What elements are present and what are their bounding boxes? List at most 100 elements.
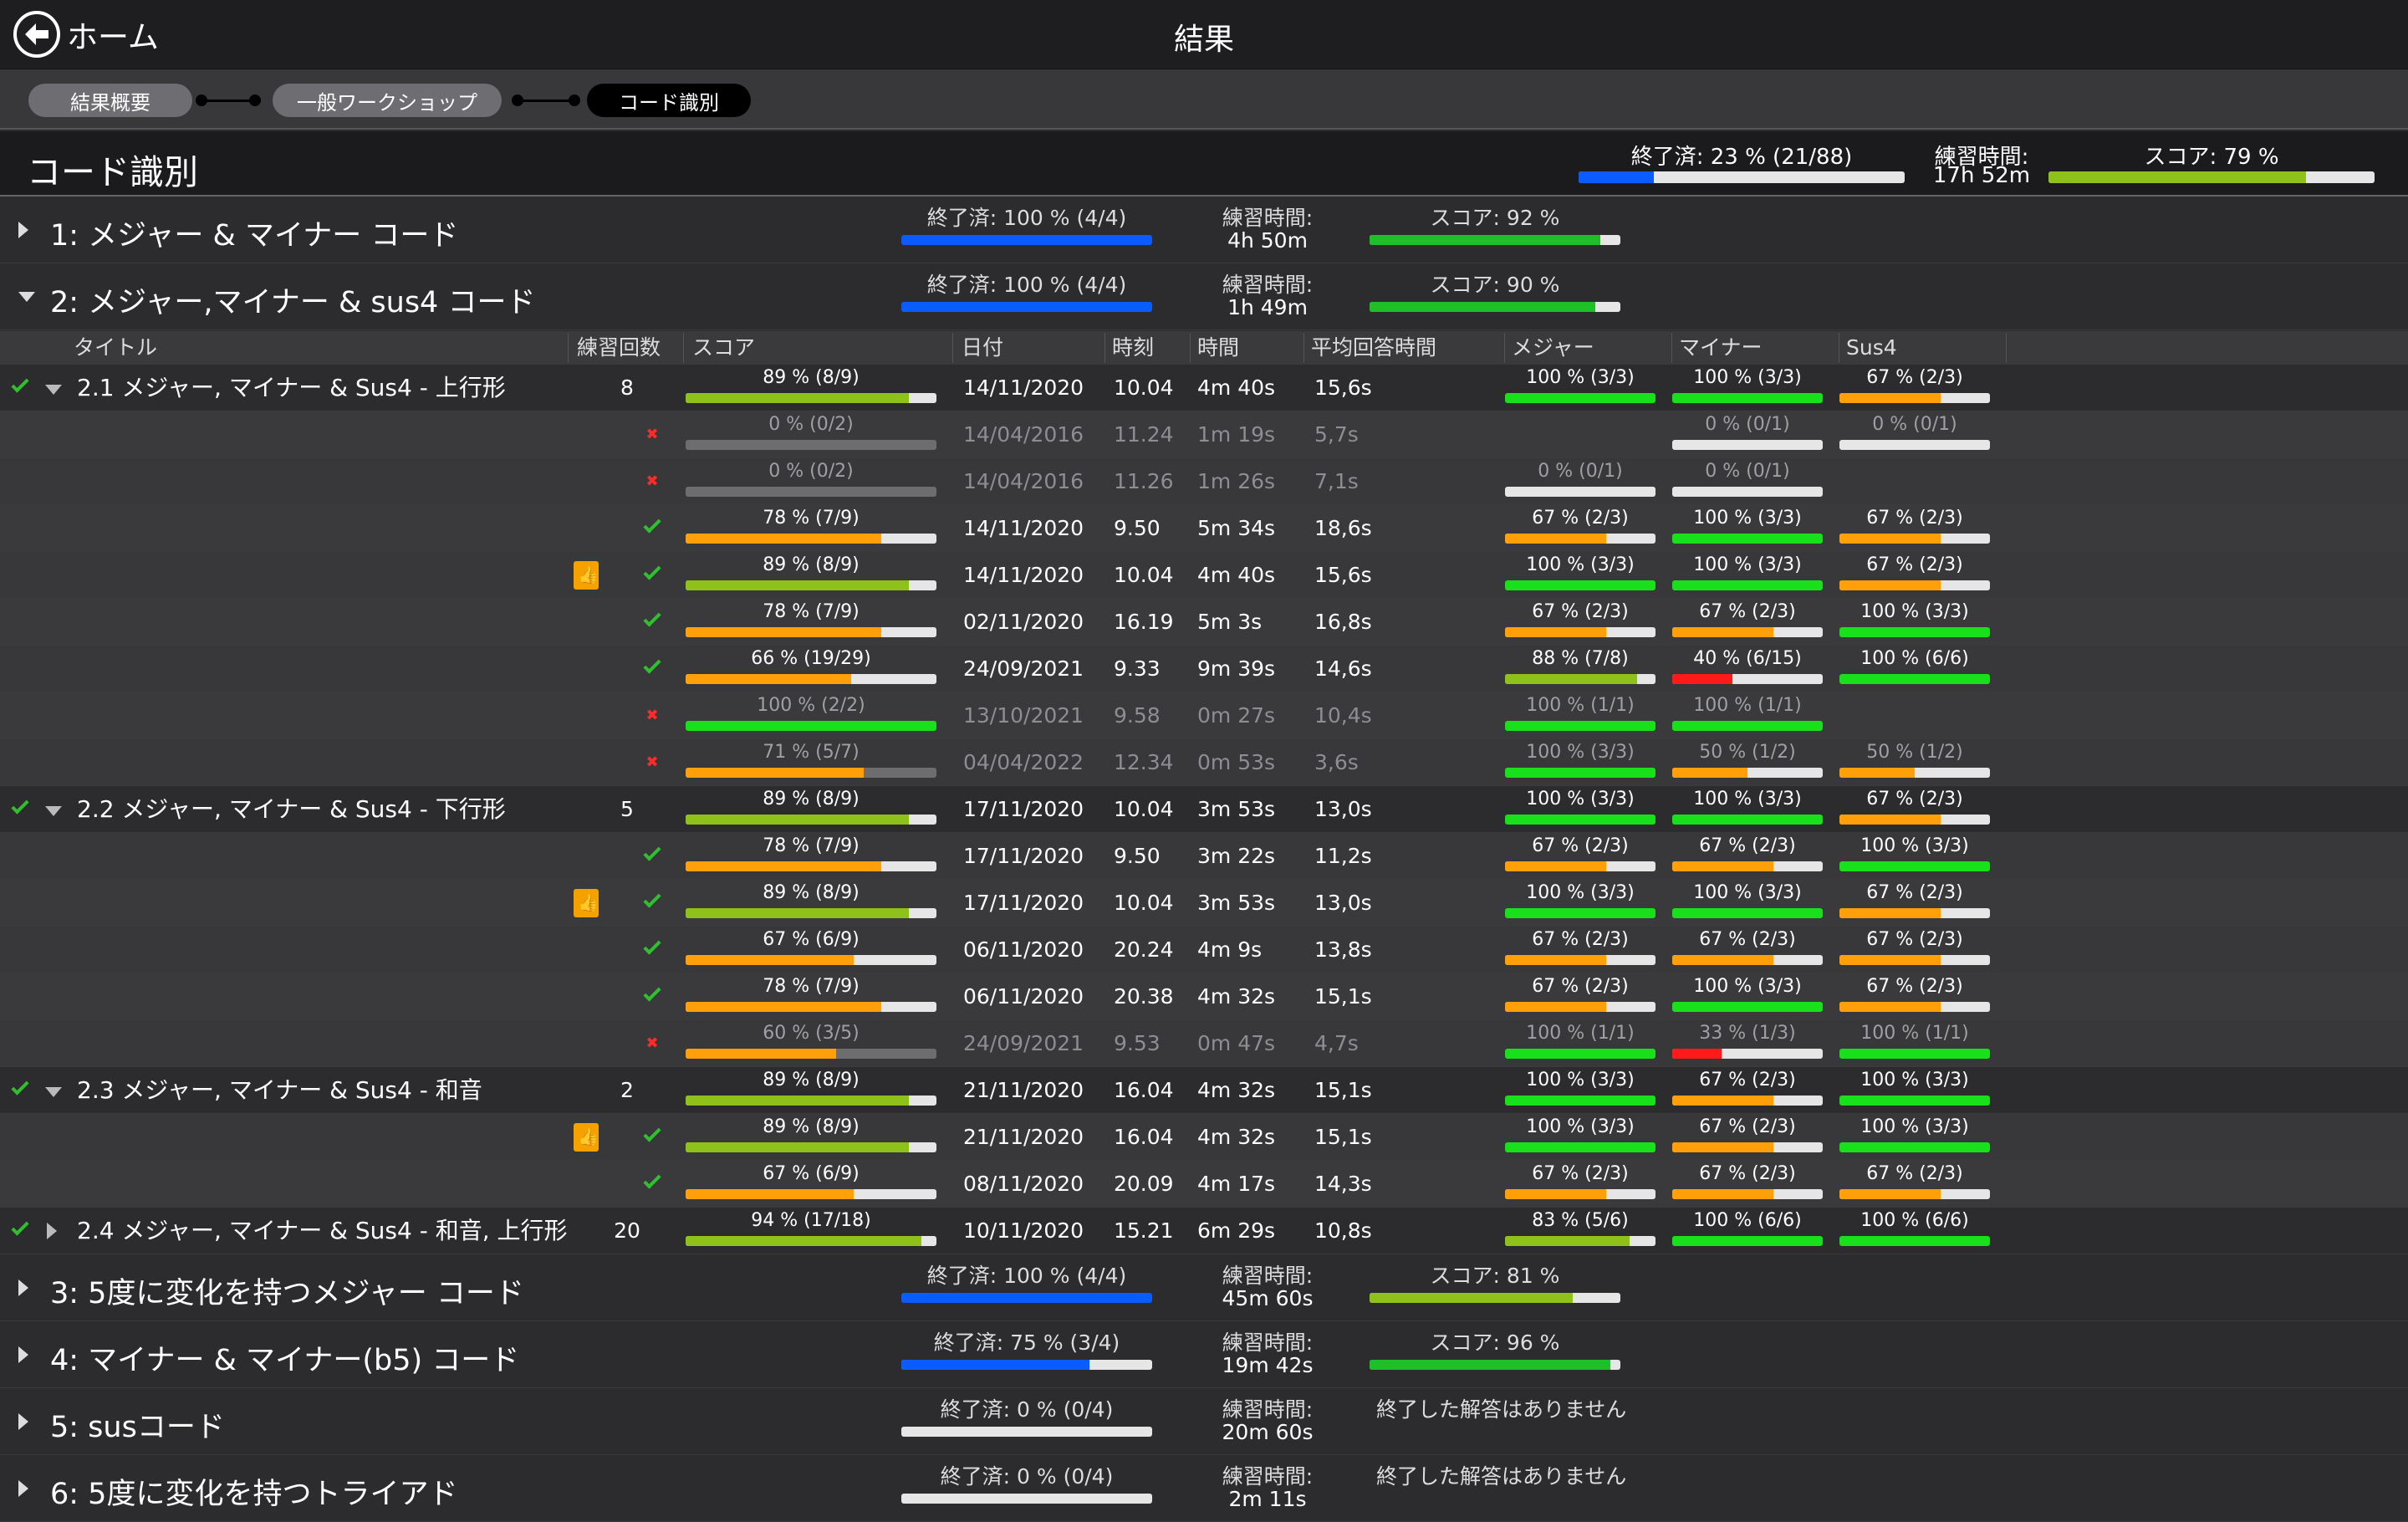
time-of-day: 10.04 <box>1114 563 1174 587</box>
attempt-row[interactable]: 👍 89 % (8/9) 21/11/2020 16.04 4m 32s 15,1s 100… <box>0 1114 2408 1161</box>
group-row[interactable]: 1: メジャー & マイナー コード 終了済: 100 % (4/4) 練習時間: 4… <box>0 197 2408 263</box>
col-time[interactable]: 時刻 <box>1105 333 1191 363</box>
duration: 1m 19s <box>1197 422 1276 447</box>
date: 13/10/2021 <box>963 703 1084 728</box>
section-title: コード識別 <box>27 152 198 192</box>
attempt-row[interactable]: ✖ 0 % (0/2) 14/04/2016 11.24 1m 19s 5,7s 0 % (… <box>0 411 2408 458</box>
chevron-down-icon[interactable] <box>45 806 62 816</box>
breadcrumb-results-overview[interactable]: 結果概要 <box>28 84 192 117</box>
chevron-right-icon[interactable] <box>18 1413 28 1430</box>
col-title[interactable]: タイトル <box>67 333 569 363</box>
group-practice-label: 練習時間: <box>1222 1264 1314 1288</box>
attempt-row[interactable]: ✖ 100 % (2/2) 13/10/2021 9.58 0m 27s 10,4s 100… <box>0 692 2408 739</box>
score-label: 66 % (19/29) <box>751 648 871 669</box>
col-date[interactable]: 日付 <box>955 333 1105 363</box>
major-label: 100 % (3/3) <box>1526 1116 1635 1137</box>
attempt-row[interactable]: ✖ 0 % (0/2) 14/04/2016 11.26 1m 26s 7,1s 0 % (… <box>0 458 2408 505</box>
exercise-row[interactable]: 2.3 メジャー, マイナー & Sus4 - 和音 2 89 % (8/9) 21/… <box>0 1067 2408 1114</box>
check-icon <box>643 515 661 534</box>
chevron-down-icon[interactable] <box>45 385 62 395</box>
avg-answer-time: 7,1s <box>1314 469 1359 493</box>
chevron-down-icon[interactable] <box>18 292 35 302</box>
group-completed-bar-fill <box>901 1360 1089 1370</box>
attempt-row[interactable]: 78 % (7/9) 06/11/2020 20.38 4m 32s 15,1s 67 %… <box>0 973 2408 1020</box>
duration: 3m 53s <box>1197 891 1276 915</box>
col-duration[interactable]: 時間 <box>1191 333 1304 363</box>
avg-answer-time: 10,8s <box>1314 1218 1372 1243</box>
score-bar <box>686 861 936 871</box>
date: 06/11/2020 <box>963 984 1084 1009</box>
avg-answer-time: 15,1s <box>1314 1125 1372 1149</box>
minor-bar <box>1672 768 1823 778</box>
duration: 4m 9s <box>1197 937 1263 962</box>
minor-bar-fill <box>1672 674 1732 684</box>
chevron-right-icon[interactable] <box>18 1480 28 1497</box>
duration: 6m 29s <box>1197 1218 1276 1243</box>
attempt-row[interactable]: 67 % (6/9) 06/11/2020 20.24 4m 9s 13,8s 67 % … <box>0 927 2408 973</box>
check-icon <box>11 375 29 393</box>
exercise-row[interactable]: 2.4 メジャー, マイナー & Sus4 - 和音, 上行形 20 94 % (1… <box>0 1208 2408 1254</box>
sus4-bar <box>1839 768 1990 778</box>
chevron-right-icon[interactable] <box>18 1346 28 1363</box>
breadcrumb-general-workshop[interactable]: 一般ワークショップ <box>273 84 502 117</box>
time-of-day: 9.53 <box>1114 1031 1161 1055</box>
group-name: 4: マイナー & マイナー(b5) コード <box>50 1344 520 1377</box>
score-bar <box>686 1002 936 1012</box>
sus4-label: 67 % (2/3) <box>1866 1163 1963 1184</box>
col-sus4[interactable]: Sus4 <box>1839 333 2007 363</box>
score-bar <box>686 955 936 965</box>
major-bar-fill <box>1505 1049 1656 1059</box>
minor-label: 67 % (2/3) <box>1699 1116 1796 1137</box>
chevron-right-icon[interactable] <box>18 222 28 238</box>
exercise-row[interactable]: 2.1 メジャー, マイナー & Sus4 - 上行形 8 89 % (8/9) 14… <box>0 365 2408 411</box>
group-row[interactable]: 6: 5度に変化を持つトライアド 終了済: 0 % (0/4) 練習時間: 2m 11… <box>0 1455 2408 1522</box>
exercise-title: 2.2 メジャー, マイナー & Sus4 - 下行形 <box>77 795 506 823</box>
section-score-bar <box>2048 171 2375 183</box>
time-of-day: 10.04 <box>1114 891 1174 915</box>
sus4-bar-fill <box>1839 1189 1941 1199</box>
sus4-bar-fill <box>1839 627 1990 637</box>
date: 14/11/2020 <box>963 563 1084 587</box>
col-count[interactable]: 練習回数 <box>570 333 684 363</box>
chevron-right-icon[interactable] <box>18 1279 28 1296</box>
back-home-button[interactable]: ホーム <box>13 11 159 58</box>
sus4-bar <box>1839 908 1990 918</box>
date: 14/11/2020 <box>963 516 1084 540</box>
score-label: 0 % (0/2) <box>768 461 854 482</box>
score-bar <box>686 440 936 450</box>
group-completed-label: 終了済: 100 % (4/4) <box>926 1264 1127 1288</box>
chevron-down-icon[interactable] <box>45 1087 62 1097</box>
date: 21/11/2020 <box>963 1125 1084 1149</box>
attempt-row[interactable]: 👍 89 % (8/9) 17/11/2020 10.04 3m 53s 13,0s 100… <box>0 880 2408 927</box>
score-label: 67 % (6/9) <box>763 1163 860 1184</box>
attempt-row[interactable]: 👍 89 % (8/9) 14/11/2020 10.04 4m 40s 15,6s 100… <box>0 552 2408 599</box>
group-row[interactable]: 5: susコード 終了済: 0 % (0/4) 練習時間: 20m 60s 終了した解… <box>0 1388 2408 1455</box>
group-row[interactable]: 4: マイナー & マイナー(b5) コード 終了済: 75 % (3/4) 練習時… <box>0 1321 2408 1388</box>
col-score[interactable]: スコア <box>686 333 953 363</box>
breadcrumb-chord-identification[interactable]: コード識別 <box>587 84 751 117</box>
attempt-row[interactable]: ✖ 60 % (3/5) 24/09/2021 9.53 0m 47s 4,7s 100 %… <box>0 1020 2408 1067</box>
group-row[interactable]: 2: メジャー,マイナー & sus4 コード 終了済: 100 % (4/4) 練… <box>0 263 2408 330</box>
col-minor[interactable]: マイナー <box>1672 333 1839 363</box>
minor-label: 100 % (3/3) <box>1693 976 1802 997</box>
check-icon <box>643 843 661 861</box>
attempt-row[interactable]: ✖ 71 % (5/7) 04/04/2022 12.34 0m 53s 3,6s 100 … <box>0 739 2408 786</box>
col-major[interactable]: メジャー <box>1505 333 1672 363</box>
chevron-right-icon[interactable] <box>47 1223 57 1239</box>
score-label: 78 % (7/9) <box>763 835 860 856</box>
minor-bar <box>1672 1096 1823 1106</box>
attempt-row[interactable]: 78 % (7/9) 02/11/2020 16.19 5m 3s 16,8s 67 % … <box>0 599 2408 646</box>
attempt-row[interactable]: 66 % (19/29) 24/09/2021 9.33 9m 39s 14,6s 88 … <box>0 646 2408 692</box>
exercise-row[interactable]: 2.2 メジャー, マイナー & Sus4 - 下行形 5 89 % (8/9) 17… <box>0 786 2408 833</box>
attempt-row[interactable]: 67 % (6/9) 08/11/2020 20.09 4m 17s 14,3s 67 %… <box>0 1161 2408 1208</box>
breadcrumb-dot <box>249 94 261 106</box>
best-result-thumbs-up-icon: 👍 <box>574 889 599 917</box>
major-bar <box>1505 580 1656 590</box>
col-avg-answer[interactable]: 平均回答時間 <box>1304 333 1505 363</box>
attempt-row[interactable]: 78 % (7/9) 17/11/2020 9.50 3m 22s 11,2s 67 % … <box>0 833 2408 880</box>
date: 24/09/2021 <box>963 1031 1084 1055</box>
attempt-row[interactable]: 78 % (7/9) 14/11/2020 9.50 5m 34s 18,6s 67 % … <box>0 505 2408 552</box>
group-row[interactable]: 3: 5度に変化を持つメジャー コード 終了済: 100 % (4/4) 練習時間:… <box>0 1254 2408 1321</box>
minor-bar <box>1672 487 1823 497</box>
check-icon <box>643 609 661 627</box>
